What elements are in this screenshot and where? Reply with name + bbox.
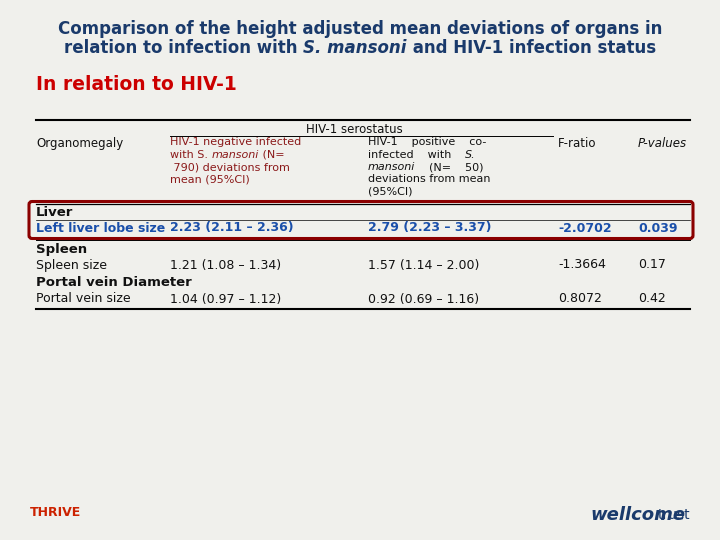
Text: -1.3664: -1.3664 — [558, 259, 606, 272]
Text: trust: trust — [658, 508, 690, 522]
Text: mansoni: mansoni — [212, 150, 259, 159]
Text: Left liver lobe size: Left liver lobe size — [36, 221, 166, 234]
Text: In relation to HIV-1: In relation to HIV-1 — [36, 75, 237, 94]
Text: (N=: (N= — [259, 150, 284, 159]
Text: 1.04 (0.97 – 1.12): 1.04 (0.97 – 1.12) — [170, 293, 282, 306]
Text: 0.92 (0.69 – 1.16): 0.92 (0.69 – 1.16) — [368, 293, 479, 306]
Text: mansoni: mansoni — [368, 162, 415, 172]
Text: (N=    50): (N= 50) — [415, 162, 484, 172]
Text: Liver: Liver — [36, 206, 73, 219]
Text: relation to infection with: relation to infection with — [64, 39, 303, 57]
Text: wellcome: wellcome — [590, 506, 685, 524]
Text: Organomegaly: Organomegaly — [36, 137, 123, 150]
Text: 790) deviations from: 790) deviations from — [170, 162, 290, 172]
Text: 2.23 (2.11 – 2.36): 2.23 (2.11 – 2.36) — [170, 221, 294, 234]
Text: F-ratio: F-ratio — [558, 137, 596, 150]
Text: HIV-1 serostatus: HIV-1 serostatus — [305, 123, 402, 136]
Text: 0.17: 0.17 — [638, 259, 666, 272]
Text: 0.039: 0.039 — [638, 221, 678, 234]
Text: 1.57 (1.14 – 2.00): 1.57 (1.14 – 2.00) — [368, 259, 480, 272]
Text: 0.42: 0.42 — [638, 293, 666, 306]
Text: 0.8072: 0.8072 — [558, 293, 602, 306]
Text: Comparison of the height adjusted mean deviations of organs in: Comparison of the height adjusted mean d… — [58, 20, 662, 38]
Text: HIV-1    positive    co-: HIV-1 positive co- — [368, 137, 487, 147]
Text: Portal vein Diameter: Portal vein Diameter — [36, 276, 192, 289]
Text: 1.21 (1.08 – 1.34): 1.21 (1.08 – 1.34) — [170, 259, 281, 272]
Text: Portal vein size: Portal vein size — [36, 293, 130, 306]
Text: with S.: with S. — [170, 150, 212, 159]
Text: Spleen: Spleen — [36, 242, 87, 255]
Text: and HIV-1 infection status: and HIV-1 infection status — [407, 39, 656, 57]
Text: S. mansoni: S. mansoni — [303, 39, 407, 57]
Text: deviations from mean: deviations from mean — [368, 174, 490, 185]
Text: P-values: P-values — [638, 137, 687, 150]
Text: 2.79 (2.23 – 3.37): 2.79 (2.23 – 3.37) — [368, 221, 492, 234]
Text: S.: S. — [465, 150, 476, 159]
Text: mean (95%CI): mean (95%CI) — [170, 174, 250, 185]
Text: -2.0702: -2.0702 — [558, 221, 611, 234]
Text: HIV-1 negative infected: HIV-1 negative infected — [170, 137, 301, 147]
Text: Spleen size: Spleen size — [36, 259, 107, 272]
Text: (95%CI): (95%CI) — [368, 187, 413, 197]
Text: THRIVE: THRIVE — [30, 507, 81, 519]
Text: infected    with: infected with — [368, 150, 465, 159]
